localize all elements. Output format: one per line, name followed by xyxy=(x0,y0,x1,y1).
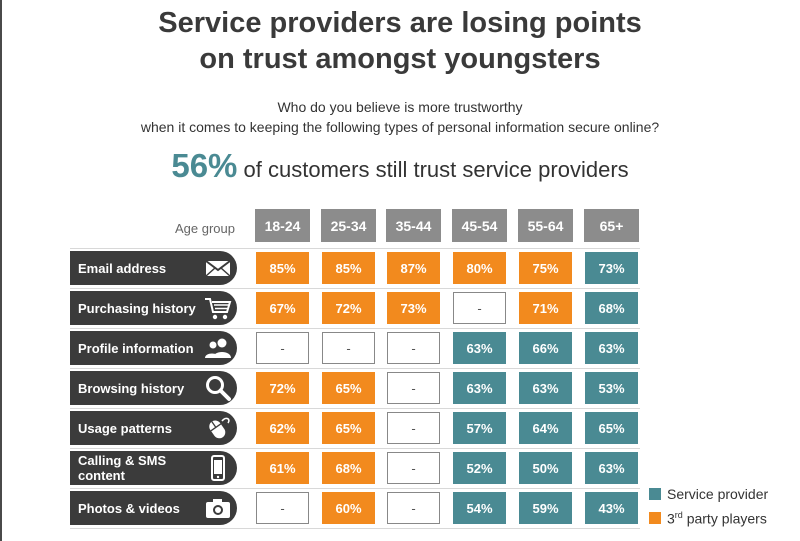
phone-icon xyxy=(204,454,232,482)
data-cell: 67% xyxy=(256,292,309,324)
data-cell: 65% xyxy=(585,412,638,444)
legend-swatch-third-party xyxy=(649,512,661,524)
data-cell: 66% xyxy=(519,332,572,364)
column-header: 18-24 xyxy=(255,209,310,242)
row-label: Calling & SMS content xyxy=(70,451,237,485)
row-divider xyxy=(70,328,640,329)
envelope-icon xyxy=(204,254,232,282)
row-label-text: Browsing history xyxy=(78,380,185,396)
column-header: 35-44 xyxy=(386,209,441,242)
data-cell: 43% xyxy=(585,492,638,524)
row-label: Photos & videos xyxy=(70,491,237,525)
row-label: Purchasing history xyxy=(70,291,237,325)
data-cell: 63% xyxy=(585,332,638,364)
data-cell: - xyxy=(322,332,375,364)
data-cell: - xyxy=(387,372,440,404)
left-frame-border xyxy=(0,0,2,541)
data-cell: 60% xyxy=(322,492,375,524)
camera-icon xyxy=(204,494,232,522)
data-cell: 61% xyxy=(256,452,309,484)
subtitle-line-2: when it comes to keeping the following t… xyxy=(140,119,660,135)
legend-label-third-party: 3rd party players xyxy=(667,509,767,527)
row-divider xyxy=(70,368,640,369)
legend-label-service: Service provider xyxy=(667,486,769,502)
row-divider xyxy=(70,408,640,409)
data-cell: 87% xyxy=(387,252,440,284)
data-cell: 85% xyxy=(322,252,375,284)
data-cell: - xyxy=(387,492,440,524)
headline: 56% of customers still trust service pro… xyxy=(0,146,800,190)
row-label-text: Usage patterns xyxy=(78,420,172,436)
data-cell: 73% xyxy=(585,252,638,284)
row-label: Email address xyxy=(70,251,237,285)
column-header: 65+ xyxy=(584,209,639,242)
data-cell: 68% xyxy=(322,452,375,484)
data-cell: 52% xyxy=(453,452,506,484)
legend-third-party: 3rd party players xyxy=(649,510,767,526)
data-cell: 80% xyxy=(453,252,506,284)
data-cell: - xyxy=(387,452,440,484)
data-cell: 65% xyxy=(322,412,375,444)
row-label: Browsing history xyxy=(70,371,237,405)
data-cell: 62% xyxy=(256,412,309,444)
data-cell: 64% xyxy=(519,412,572,444)
row-label-text: Email address xyxy=(78,260,167,276)
data-cell: 63% xyxy=(585,452,638,484)
data-cell: 85% xyxy=(256,252,309,284)
legend-service-provider: Service provider xyxy=(649,486,768,502)
data-cell: 63% xyxy=(453,372,506,404)
row-label-text: Profile information xyxy=(78,340,194,356)
data-cell: 50% xyxy=(519,452,572,484)
legend-swatch-service xyxy=(649,488,661,500)
magnifier-icon xyxy=(204,374,232,402)
data-cell: 57% xyxy=(453,412,506,444)
data-cell: 53% xyxy=(585,372,638,404)
column-header: 25-34 xyxy=(321,209,376,242)
data-cell: 65% xyxy=(322,372,375,404)
row-label-text: Purchasing history xyxy=(78,300,196,316)
row-divider xyxy=(70,448,640,449)
users-icon xyxy=(204,334,232,362)
data-cell: 71% xyxy=(519,292,572,324)
data-cell: 59% xyxy=(519,492,572,524)
row-divider xyxy=(70,288,640,289)
shopping-cart-icon xyxy=(204,294,232,322)
data-cell: 72% xyxy=(256,372,309,404)
row-divider xyxy=(70,248,640,249)
headline-text: of customers still trust service provide… xyxy=(243,157,629,182)
row-label: Usage patterns xyxy=(70,411,237,445)
data-cell: 72% xyxy=(322,292,375,324)
data-cell: 68% xyxy=(585,292,638,324)
row-label: Profile information xyxy=(70,331,237,365)
data-cell: - xyxy=(256,492,309,524)
data-cell: - xyxy=(387,412,440,444)
mouse-icon xyxy=(204,414,232,442)
row-divider xyxy=(70,528,640,529)
data-cell: 73% xyxy=(387,292,440,324)
data-cell: - xyxy=(453,292,506,324)
row-label-text: Photos & videos xyxy=(78,500,180,516)
data-cell: 54% xyxy=(453,492,506,524)
data-cell: - xyxy=(387,332,440,364)
column-header: 55-64 xyxy=(518,209,573,242)
data-cell: - xyxy=(256,332,309,364)
row-label-text: Calling & SMS content xyxy=(78,453,167,483)
column-header: 45-54 xyxy=(452,209,507,242)
chart-title-line-1: Service providers are losing points xyxy=(158,7,642,39)
data-cell: 75% xyxy=(519,252,572,284)
data-cell: 63% xyxy=(519,372,572,404)
subtitle-line-1: Who do you believe is more trustworthy xyxy=(277,99,523,115)
headline-percentage: 56% xyxy=(171,147,238,184)
chart-title-line-2: on trust amongst youngsters xyxy=(199,43,601,75)
age-group-label: Age group xyxy=(175,221,235,236)
data-cell: 63% xyxy=(453,332,506,364)
row-divider xyxy=(70,488,640,489)
